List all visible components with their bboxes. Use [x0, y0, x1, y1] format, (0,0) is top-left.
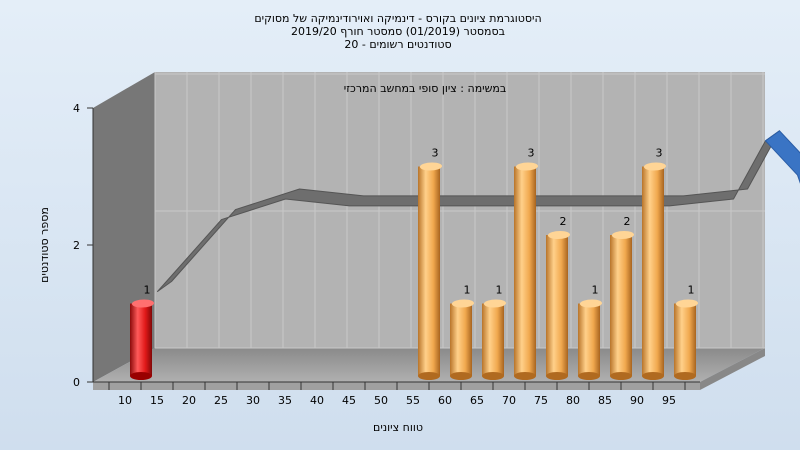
chart-title-line-2: בסמסטר (01/2019) סמסטר חורף 2019/20 [291, 25, 505, 38]
x-tick-label: 70 [502, 394, 516, 407]
x-tick-label: 15 [150, 394, 164, 407]
bar: 3 [418, 147, 443, 381]
bar-body [514, 167, 536, 377]
bar-body [610, 235, 632, 376]
bar-base [642, 372, 664, 380]
x-tick-label: 40 [310, 394, 324, 407]
bar-base [610, 372, 632, 380]
bar-base [450, 372, 472, 380]
chart-title-line-1: היסטוגרמת ציונים בקורס - דינמיקה ואוירוד… [254, 12, 541, 25]
x-tick-label: 30 [246, 394, 260, 407]
bar: 2 [546, 215, 571, 380]
x-tick-label: 65 [470, 394, 484, 407]
x-tick-label: 90 [630, 394, 644, 407]
bar-body [578, 304, 600, 377]
x-tick-label: 85 [598, 394, 612, 407]
x-tick-label: 60 [438, 394, 452, 407]
chart-subtitle: במשימה : ציון סופי במחשב המרכזי [344, 82, 507, 95]
bar-value-label: 1 [144, 284, 151, 297]
x-tick-label: 55 [406, 394, 420, 407]
bar-base [674, 372, 696, 380]
bar-base [130, 372, 152, 380]
bar-value-label: 3 [432, 147, 439, 160]
y-tick-label: 2 [73, 239, 80, 252]
bar-value-label: 1 [592, 284, 599, 297]
x-tick-label: 35 [278, 394, 292, 407]
x-tick-label: 95 [662, 394, 676, 407]
bar: 3 [642, 147, 667, 381]
bar-body [418, 167, 440, 377]
bar-body [674, 304, 696, 377]
bar-value-label: 1 [464, 284, 471, 297]
bar-body [642, 167, 664, 377]
bar-value-label: 2 [624, 215, 631, 228]
x-tick-label: 45 [342, 394, 356, 407]
bar: 2 [610, 215, 635, 380]
bar-value-label: 3 [656, 147, 663, 160]
bar-base [482, 372, 504, 380]
y-tick-label: 4 [73, 102, 80, 115]
bar-body [546, 235, 568, 376]
bar-body [130, 304, 152, 377]
bar-value-label: 3 [528, 147, 535, 160]
chart-title-line-3: סטודנטים רשומים - 20 [344, 38, 451, 51]
y-tick-label: 0 [73, 376, 80, 389]
y-axis-label: מספר סטודנטים [38, 207, 51, 283]
x-tick-label: 10 [118, 394, 132, 407]
bar-value-label: 2 [560, 215, 567, 228]
bar-value-label: 1 [688, 284, 695, 297]
bar-base [418, 372, 440, 380]
x-tick-label: 25 [214, 394, 228, 407]
bar-body [450, 304, 472, 377]
x-tick-label: 50 [374, 394, 388, 407]
bar-base [546, 372, 568, 380]
bar-base [578, 372, 600, 380]
x-tick-label: 80 [566, 394, 580, 407]
x-tick-label: 75 [534, 394, 548, 407]
bar-body [482, 304, 504, 377]
bar-value-label: 1 [496, 284, 503, 297]
x-axis-label: טווח ציונים [373, 421, 423, 434]
x-tick-label: 20 [182, 394, 196, 407]
bar-base [514, 372, 536, 380]
bar: 3 [514, 147, 539, 381]
